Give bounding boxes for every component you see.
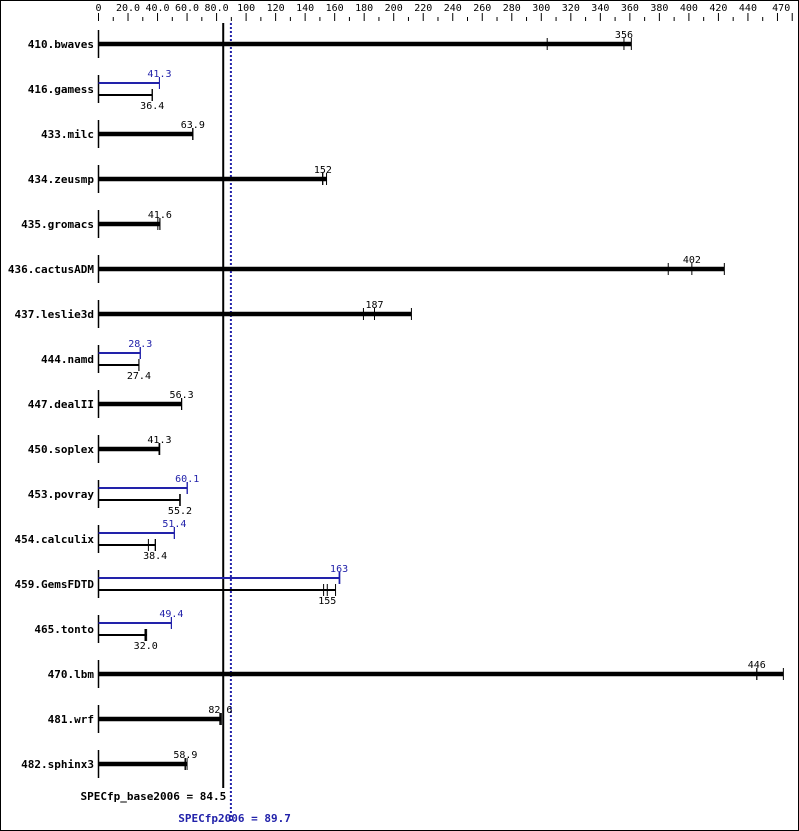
axis-tick-label: 320 [562, 3, 580, 14]
axis-tick-label: 240 [444, 3, 462, 14]
value-label: 51.4 [162, 519, 186, 530]
value-label: 41.3 [147, 435, 171, 446]
value-label: 28.3 [128, 339, 152, 350]
axis-tick-label: 40.0 [145, 3, 169, 14]
benchmark-label: 434.zeusmp [28, 173, 95, 186]
value-label: 60.1 [175, 474, 199, 485]
value-label: 55.2 [168, 506, 192, 517]
axis-tick-label: 260 [473, 3, 491, 14]
axis-tick-label: 380 [650, 3, 668, 14]
value-label: 41.3 [147, 69, 171, 80]
benchmark-label: 450.soplex [28, 443, 95, 456]
axis-tick-label: 100 [237, 3, 255, 14]
value-label: 36.4 [140, 101, 164, 112]
benchmark-label: 447.dealII [28, 398, 94, 411]
value-label: 49.4 [159, 609, 183, 620]
benchmark-label: 481.wrf [48, 713, 94, 726]
value-label: 56.3 [170, 390, 194, 401]
benchmark-label: 454.calculix [15, 533, 95, 546]
axis-tick-label: 20.0 [116, 3, 140, 14]
benchmark-label: 433.milc [41, 128, 94, 141]
axis-tick-label: 140 [296, 3, 314, 14]
peak-mean-label: SPECfp2006 = 89.7 [178, 812, 291, 825]
value-label: 187 [365, 300, 383, 311]
value-label: 356 [615, 30, 633, 41]
base-mean-label: SPECfp_base2006 = 84.5 [81, 790, 227, 803]
value-label: 41.6 [148, 210, 172, 221]
value-label: 402 [683, 255, 701, 266]
axis-tick-label: 200 [385, 3, 403, 14]
value-label: 155 [318, 596, 336, 607]
benchmark-label: 435.gromacs [21, 218, 94, 231]
value-label: 446 [748, 660, 766, 671]
value-label: 82.6 [208, 705, 232, 716]
benchmark-label: 482.sphinx3 [21, 758, 94, 771]
axis-tick-label: 360 [621, 3, 639, 14]
axis-tick-label: 120 [267, 3, 285, 14]
axis-tick-label: 400 [680, 3, 698, 14]
value-label: 163 [330, 564, 348, 575]
axis-tick-label: 60.0 [175, 3, 199, 14]
axis-tick-label: 160 [326, 3, 344, 14]
axis-tick-label: 80.0 [205, 3, 229, 14]
value-label: 27.4 [127, 371, 151, 382]
benchmark-label: 410.bwaves [28, 38, 94, 51]
axis-tick-label: 280 [503, 3, 521, 14]
axis-tick-label: 180 [355, 3, 373, 14]
axis-tick-label: 420 [709, 3, 727, 14]
value-label: 38.4 [143, 551, 167, 562]
axis-tick-label: 470 [772, 3, 790, 14]
value-label: 152 [314, 165, 332, 176]
benchmark-label: 470.lbm [48, 668, 95, 681]
value-label: 63.9 [181, 120, 205, 131]
benchmark-label: 437.leslie3d [15, 308, 94, 321]
axis-tick-label: 440 [739, 3, 757, 14]
benchmark-label: 459.GemsFDTD [15, 578, 95, 591]
value-label: 32.0 [134, 641, 158, 652]
axis-tick-label: 300 [532, 3, 550, 14]
benchmark-label: 436.cactusADM [8, 263, 94, 276]
axis-tick-label: 0 [96, 3, 102, 14]
benchmark-label: 444.namd [41, 353, 94, 366]
axis-tick-label: 220 [414, 3, 432, 14]
benchmark-label: 416.gamess [28, 83, 94, 96]
axis-tick-label: 340 [591, 3, 609, 14]
benchmark-label: 453.povray [28, 488, 95, 501]
benchmark-label: 465.tonto [34, 623, 94, 636]
value-label: 58.9 [173, 750, 197, 761]
